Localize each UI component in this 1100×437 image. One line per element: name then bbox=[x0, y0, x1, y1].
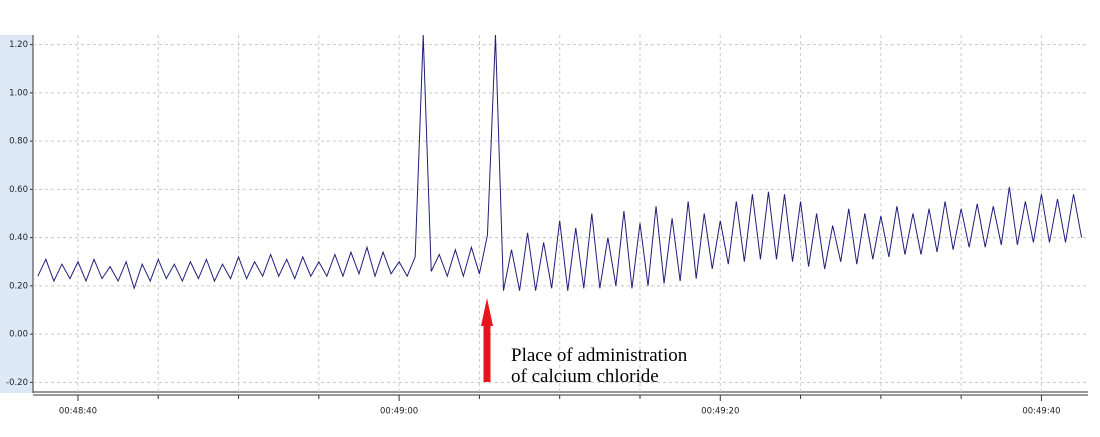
annotation: of calcium chloride bbox=[511, 366, 659, 387]
x-tick-label: 00:49:40 bbox=[1022, 407, 1060, 417]
x-tick-label: 00:48:40 bbox=[59, 407, 97, 417]
labels: -0.20 0.00 0.20 0.40 0.60 0.80 1.00 1.20 00:48:4… bbox=[6, 40, 1061, 416]
y-tick-label: -0.20 bbox=[6, 378, 28, 388]
grid bbox=[33, 35, 1088, 392]
annotation: Place of administration bbox=[511, 345, 688, 366]
x-tick-label: 00:49:00 bbox=[380, 407, 418, 417]
y-tick-label: 0.60 bbox=[9, 185, 28, 195]
y-tick-label: 1.20 bbox=[9, 40, 28, 50]
y-tick-label: 1.00 bbox=[9, 88, 28, 98]
arrow-shaft bbox=[483, 324, 491, 382]
y-tick-label: 0.20 bbox=[9, 281, 28, 291]
y-tick-label: 0.80 bbox=[9, 137, 28, 147]
data-line bbox=[37, 35, 1083, 291]
plot-area bbox=[37, 35, 1083, 291]
axis-band bbox=[0, 35, 33, 393]
arrow-head bbox=[481, 298, 493, 326]
y-tick-label: 0.40 bbox=[9, 233, 28, 243]
x-tick-label: 00:49:20 bbox=[701, 407, 739, 417]
y-tick-label: 0.00 bbox=[9, 330, 28, 340]
